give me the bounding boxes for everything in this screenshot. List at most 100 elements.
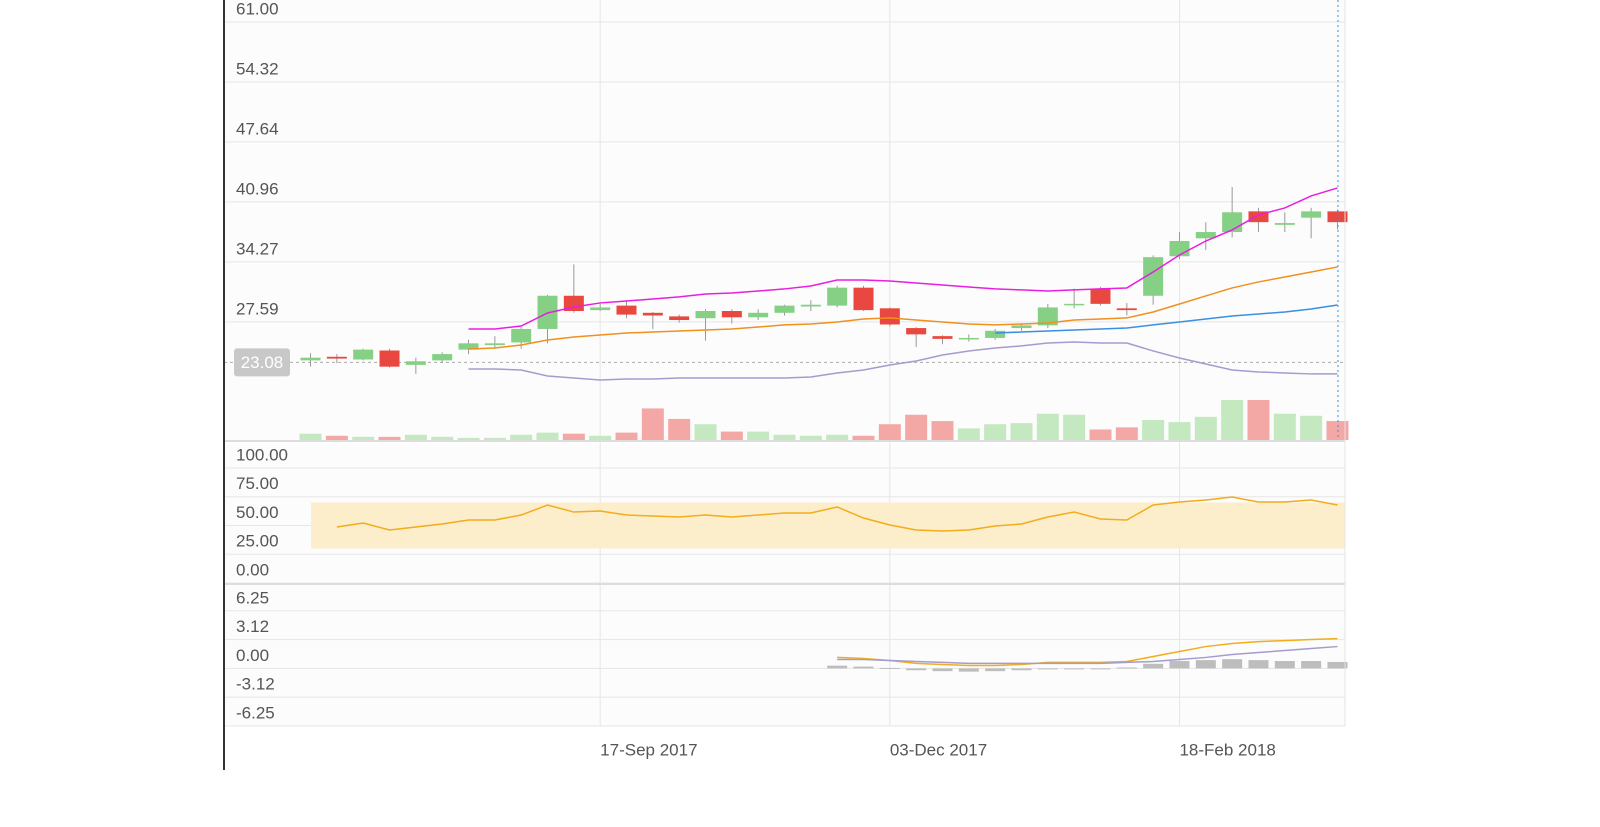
candle-body [774,305,795,313]
volume-bar [536,432,559,440]
volume-bar [352,436,375,440]
volume-bar [747,431,770,440]
macd-line [837,637,1338,667]
volume-bar [431,436,454,440]
candle-body [695,311,716,319]
candle-body [853,287,874,311]
volume-bar [562,433,585,440]
candle-body [1195,232,1216,239]
y-tick-label: 100.00 [236,445,288,464]
x-tick-label: 17-Sep 2017 [600,740,697,759]
overlay-line [468,266,1338,350]
macd-panel [224,585,1345,726]
y-tick-label: 47.64 [236,119,279,138]
volume-bar [1326,421,1349,440]
volume-bar [615,432,638,440]
candle-body [748,312,769,318]
volume-bar [773,434,796,440]
volume-bar [1115,427,1138,440]
candle-body [405,361,426,365]
macd-line [837,645,1338,665]
macd-histogram-bar [1116,667,1137,669]
y-tick-label: 34.27 [236,239,279,258]
candle-body [1037,307,1058,326]
candle-body [1064,303,1085,306]
volume-bar [1036,413,1059,440]
y-tick-label: 40.96 [236,179,279,198]
macd-histogram-bar [958,668,979,672]
rsi-band [311,502,1345,549]
y-tick-label: 61.00 [236,0,279,18]
volume-bar [510,434,533,440]
volume-bar [1063,414,1086,440]
y-tick-label: 6.25 [236,588,269,607]
volume-bar [1194,416,1217,440]
candle-body [642,312,663,316]
y-tick-label: 0.00 [236,646,269,665]
candle-body [432,354,453,361]
macd-histogram-bar [985,668,1006,672]
candle-body [379,350,400,367]
candle-body [1222,212,1243,233]
volume-bar [852,435,875,440]
overlay-line [468,187,1338,330]
macd-histogram-bar [1169,661,1190,669]
candle-body [1011,325,1032,329]
volume-bar [1142,420,1165,440]
rsi-line [336,496,1338,532]
volume-bar [826,434,849,440]
volume-bar [720,431,743,440]
y-tick-label: 27.59 [236,299,279,318]
candle-body [1169,241,1190,257]
macd-histogram-bar [1301,661,1322,669]
candle-body [827,287,848,306]
candle-body [985,330,1006,338]
macd-histogram-bar [1222,659,1243,669]
last-price-label: 23.08 [241,353,284,372]
y-tick-label: -3.12 [236,675,275,694]
volume-bar [404,434,427,440]
y-tick-label: 0.00 [236,560,269,579]
overlay-line [468,341,1338,381]
volume-bar [1010,423,1033,440]
macd-histogram-bar [827,665,848,669]
volume-bar [1300,415,1323,440]
volume-bar [905,414,928,440]
candle-body [1301,211,1322,218]
volume-bar [1089,429,1112,440]
price-panel [224,0,1345,440]
volume-bar [984,424,1007,440]
volume-bar [931,421,954,440]
volume-bar [1168,422,1191,440]
volume-bar [299,433,322,440]
y-tick-label: 75.00 [236,474,279,493]
macd-histogram-bar [906,668,927,671]
volume-bar [1247,400,1270,440]
x-tick-label: 03-Dec 2017 [890,740,987,759]
y-tick-label: 54.32 [236,59,279,78]
macd-histogram-bar [1195,660,1216,669]
volume-bar [694,424,717,440]
candle-body [1248,211,1269,223]
volume-bar [1273,413,1296,440]
candle-body [300,357,321,361]
volume-bar [378,436,401,440]
macd-histogram-bar [932,668,953,672]
volume-bar [799,435,822,440]
candle-body [511,328,532,343]
candle-body [1090,288,1111,304]
candle-body [353,349,374,360]
candle-body [458,343,479,350]
volume-bar [668,418,691,440]
macd-histogram-bar [1037,668,1058,670]
macd-histogram-bar [1090,668,1111,670]
candle-body [1116,308,1137,311]
volume-bar [1221,400,1244,440]
candle-body [484,343,505,346]
volume-bar [957,428,980,440]
macd-histogram-bar [1327,661,1348,669]
candle-body [958,337,979,340]
macd-histogram-bar [1274,661,1295,669]
